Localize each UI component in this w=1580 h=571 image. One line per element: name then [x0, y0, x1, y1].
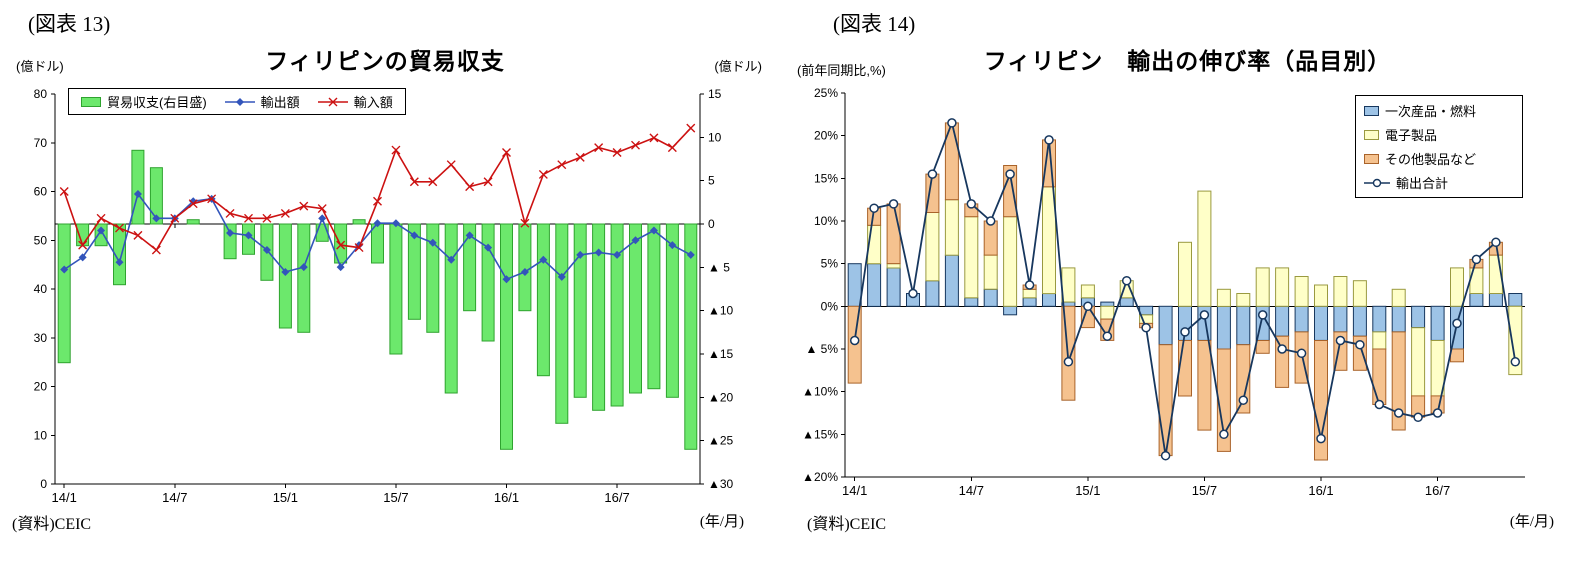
figure13-label: (図表 13)	[28, 12, 111, 36]
x-series-line	[59, 123, 696, 255]
svg-text:10: 10	[34, 428, 48, 442]
figure14-panel: (図表 14) フィリピン 輸出の伸び率（品目別） (前年同期比,%) 一次産品…	[795, 0, 1580, 571]
figure14-legend: 一次産品・燃料 電子製品 その他製品など 輸出合計	[1355, 95, 1523, 198]
export-growth-chart: ▲20% ▲15% ▲10% ▲ 5% 0% 5% 10% 15% 20% 25% 14/1 14/7…	[802, 86, 1525, 498]
figure14-x-axis-unit: (年/月)	[1509, 514, 1554, 530]
exports-line-swatch	[224, 97, 255, 106]
svg-text:14/7: 14/7	[959, 483, 984, 498]
legend-label-electronics: 電子製品	[1385, 128, 1438, 143]
svg-text:16/1: 16/1	[494, 490, 519, 505]
svg-text:0%: 0%	[821, 299, 839, 313]
svg-text:20%: 20%	[814, 129, 838, 143]
electronics-bar-swatch	[1364, 129, 1379, 140]
svg-text:70: 70	[34, 136, 48, 150]
svg-text:0: 0	[40, 477, 47, 491]
svg-text:40: 40	[34, 282, 48, 296]
figure13-x-axis-unit: (年/月)	[699, 514, 744, 530]
svg-text:20: 20	[34, 380, 48, 394]
legend-label-other-products: その他製品など	[1385, 152, 1477, 167]
svg-text:▲25: ▲25	[708, 434, 734, 448]
svg-text:▲30: ▲30	[708, 477, 734, 491]
svg-text:60: 60	[34, 185, 48, 199]
svg-text:▲ 5%: ▲ 5%	[805, 342, 838, 356]
figure13-right-axis-unit: (億ドル)	[714, 59, 762, 74]
svg-text:80: 80	[34, 87, 48, 101]
legend-label-total-exports: 輸出合計	[1396, 176, 1449, 191]
svg-text:25%: 25%	[814, 86, 838, 100]
legend-item-exports: 輸出額	[224, 92, 300, 111]
svg-text:50: 50	[34, 233, 48, 247]
svg-text:▲15: ▲15	[708, 347, 734, 361]
svg-text:▲20%: ▲20%	[802, 470, 838, 484]
figure13-source: (資料)CEIC	[12, 516, 92, 533]
trade-balance-bar-swatch	[81, 96, 101, 107]
svg-text:15/1: 15/1	[273, 490, 298, 505]
svg-text:0: 0	[708, 217, 715, 231]
legend-label-trade-balance: 貿易収支(右目盛)	[107, 95, 207, 110]
figure13-title: フィリピンの貿易収支	[265, 48, 505, 74]
figure14-source: (資料)CEIC	[807, 516, 887, 533]
svg-text:16/1: 16/1	[1308, 483, 1333, 498]
figure14-label: (図表 14)	[833, 12, 916, 36]
trade-balance-chart: 0 10 20 30 40 50 60 70 80 ▲30 ▲25 ▲20 ▲15 ▲10 ▲ 5 0 5 10 1…	[34, 87, 734, 505]
svg-text:▲10%: ▲10%	[802, 385, 838, 399]
svg-text:14/7: 14/7	[162, 490, 187, 505]
svg-text:14/1: 14/1	[52, 490, 77, 505]
svg-text:15: 15	[708, 87, 722, 101]
svg-text:▲10: ▲10	[708, 304, 734, 318]
figure13-panel: (図表 13) フィリピンの貿易収支 (億ドル) (億ドル) 貿易収支(右目盛)…	[0, 0, 770, 571]
svg-text:10%: 10%	[814, 214, 838, 228]
svg-text:15/1: 15/1	[1075, 483, 1100, 498]
figure14-title: フィリピン 輸出の伸び率（品目別）	[983, 48, 1392, 74]
figure13-left-axis-unit: (億ドル)	[16, 59, 64, 74]
legend-item-total-exports: 輸出合計	[1364, 173, 1514, 192]
total-exports-line-swatch	[1364, 178, 1390, 187]
legend-item-primary-fuel: 一次産品・燃料	[1364, 101, 1514, 120]
svg-text:15/7: 15/7	[1192, 483, 1217, 498]
svg-text:5%: 5%	[821, 257, 839, 271]
legend-item-other-products: その他製品など	[1364, 149, 1514, 168]
svg-text:15/7: 15/7	[383, 490, 408, 505]
figure13-legend: 貿易収支(右目盛) 輸出額 輸入額	[68, 88, 406, 115]
trade-balance-bars	[57, 149, 698, 450]
svg-text:16/7: 16/7	[1425, 483, 1450, 498]
legend-label-primary-fuel: 一次産品・燃料	[1385, 104, 1477, 119]
svg-text:5: 5	[708, 174, 715, 188]
svg-text:10: 10	[708, 130, 722, 144]
total-exports-line	[849, 118, 1521, 461]
figure14-y-axis-unit: (前年同期比,%)	[797, 63, 886, 78]
svg-text:14/1: 14/1	[842, 483, 867, 498]
svg-text:15%: 15%	[814, 171, 838, 185]
svg-text:▲15%: ▲15%	[802, 427, 838, 441]
svg-text:30: 30	[34, 331, 48, 345]
other-products-bar-swatch	[1364, 153, 1379, 164]
legend-label-exports: 輸出額	[260, 95, 300, 110]
legend-label-imports: 輸入額	[353, 95, 393, 110]
imports-line-swatch	[317, 97, 348, 106]
legend-item-trade-balance: 貿易収支(右目盛)	[81, 92, 207, 111]
axes	[51, 93, 704, 488]
svg-text:16/7: 16/7	[604, 490, 629, 505]
legend-item-electronics: 電子製品	[1364, 125, 1514, 144]
svg-text:▲20: ▲20	[708, 390, 734, 404]
svg-text:▲ 5: ▲ 5	[708, 260, 730, 274]
legend-item-imports: 輸入額	[317, 92, 393, 111]
primary-fuel-bar-swatch	[1364, 105, 1379, 116]
